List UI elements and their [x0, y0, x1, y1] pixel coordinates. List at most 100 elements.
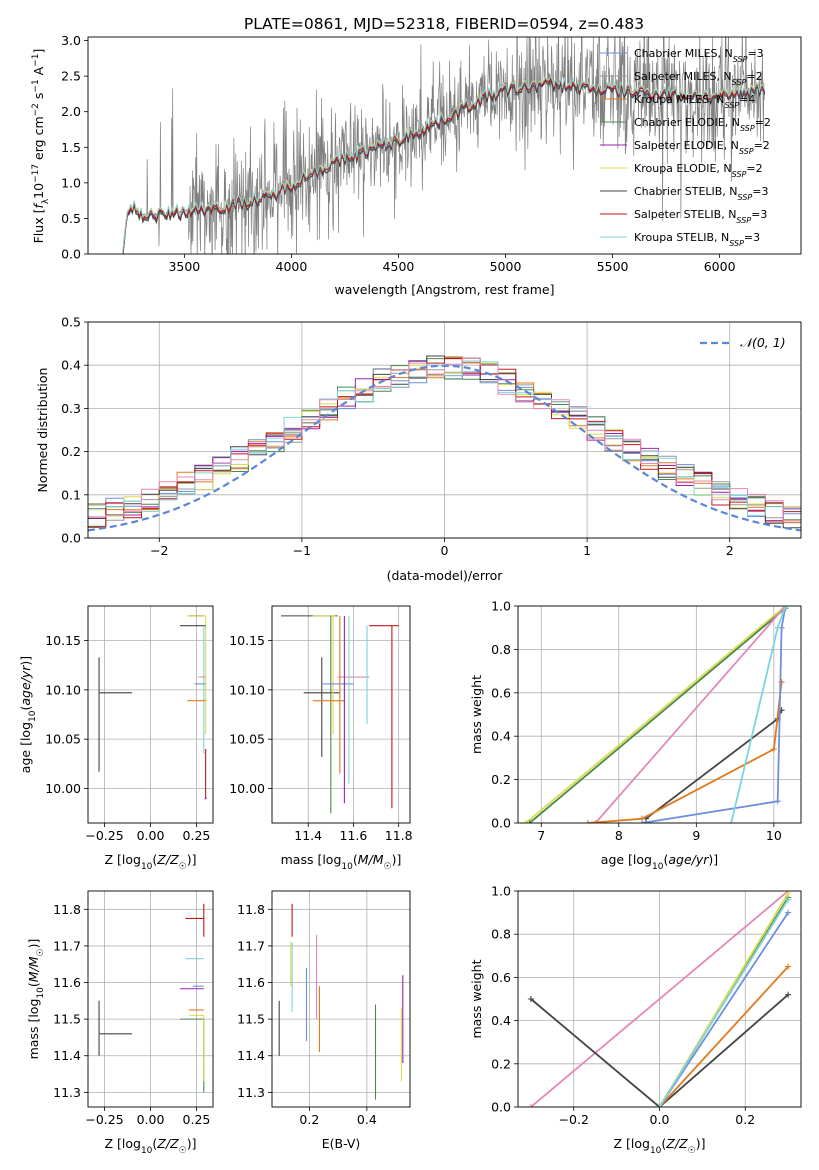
- mw_Z-marker-0-0: [527, 1104, 534, 1107]
- mw_Z-ytick-label-0: 0.0: [491, 1100, 511, 1115]
- mass_ebv-axes: 0.2 0.4 11.3 11.4 11.5 11.6 11.7 11.8: [237, 891, 410, 1127]
- mw_Z-xtick-label-0: −0.2: [559, 1112, 589, 1127]
- mw_age-series-5: [641, 606, 787, 823]
- gaussian-legend-label: 𝒩(0, 1): [740, 335, 786, 350]
- mw_age-marker-6-2: [782, 606, 789, 609]
- mw_age-marker-4-0: [584, 820, 591, 823]
- residuals-xtick-label-2: 0: [441, 543, 449, 558]
- spectrum-frame: [87, 36, 802, 255]
- residuals-ytick-label-4: 0.4: [61, 358, 81, 373]
- mw_age-ylabel: mass weight: [469, 675, 484, 754]
- residuals-xtick-label-4: 2: [726, 543, 734, 558]
- legend-label-3: Chabrier ELODIE, NSSP=2: [634, 116, 771, 133]
- mw_Z-ytick-label-4: 0.8: [491, 927, 511, 942]
- mw_Z-marker-1-2: [785, 991, 792, 998]
- mass_Z-xlabel: Z [log10(Z/Z☉)]: [104, 1136, 196, 1156]
- age_mass-point-4: [369, 625, 399, 809]
- mass_Z-ytick-label-0: 11.3: [53, 1085, 81, 1100]
- legend-label-8: Kroupa STELIB, NSSP=3: [634, 231, 760, 248]
- mass_Z-xtick-label-2: 0.25: [183, 1112, 211, 1127]
- mass_Z-xtick-label-1: 0.00: [137, 1112, 165, 1127]
- mw_age-xtick-label-1: 8: [615, 828, 623, 843]
- spectrum-ytick-label-4: 2.0: [61, 104, 81, 119]
- histogram-9: [88, 357, 801, 521]
- residuals-xtick-label-0: −2: [150, 543, 168, 558]
- mass_Z-plot: [98, 903, 205, 1093]
- residuals-plot: [88, 355, 801, 532]
- age_Z-ytick-label-2: 10.10: [45, 682, 81, 697]
- legend-label-1: Salpeter MILES, NSSP=2: [634, 70, 763, 87]
- spectrum-ytick-label-3: 1.5: [61, 140, 81, 155]
- spectrum-xtick-label-4: 5500: [597, 259, 629, 274]
- mw_age-ytick-label-1: 0.2: [491, 772, 511, 787]
- spectrum-legend: Chabrier MILES, NSSP=3 Salpeter MILES, NS…: [600, 47, 771, 248]
- age_Z-ylabel: age [log10(age/yr)]: [18, 656, 38, 773]
- mass_Z-ytick-label-4: 11.7: [53, 938, 81, 953]
- mass_Z-ytick-label-2: 11.5: [53, 1012, 81, 1027]
- age_mass-frame: [271, 605, 411, 824]
- mass_Z-ylabel: mass [log10(M/M☉)]: [26, 939, 46, 1060]
- mw_age-series-2: [594, 606, 787, 823]
- mass_ebv-frame: [271, 890, 411, 1108]
- mass_Z-point-7: [189, 1014, 205, 1082]
- mw_age-marker-5-1: [774, 798, 781, 805]
- mass_Z-point-0: [98, 1000, 133, 1056]
- spectrum-xtick-label-1: 4000: [276, 259, 308, 274]
- model-spectrum-8: [122, 75, 766, 254]
- mw_age-marker-1-0: [526, 820, 533, 823]
- legend-label-5: Kroupa ELODIE, NSSP=2: [634, 162, 763, 179]
- mw_Z-series-0: [530, 891, 789, 1107]
- residuals-ylabel: Normed distribution: [35, 368, 50, 493]
- mw_Z-plot: [527, 891, 792, 1107]
- mass_ebv-ytick-label-5: 11.8: [237, 902, 265, 917]
- mw_age-series-4: [587, 681, 783, 823]
- mw_Z-ylabel: mass weight: [469, 959, 484, 1038]
- mass_ebv-xtick-label-0: 0.2: [299, 1112, 319, 1127]
- mw_age-marker-5-0: [639, 820, 646, 823]
- mw_age-ytick-label-4: 0.8: [491, 642, 511, 657]
- mass_ebv-ytick-label-1: 11.4: [237, 1048, 265, 1063]
- gaussian-curve: [88, 364, 801, 532]
- spectrum-xtick-label-2: 4500: [383, 259, 415, 274]
- mw_age-marker-6-1: [774, 624, 781, 631]
- age_Z-ytick-label-0: 10.00: [45, 781, 81, 796]
- model-spectrum-6: [122, 79, 766, 254]
- mw_Z-series-6: [658, 899, 789, 1107]
- mw_Z-ytick-label-2: 0.4: [491, 1013, 511, 1028]
- age_mass-xtick-label-0: 11.4: [294, 828, 322, 843]
- mw_Z-series-2: [658, 965, 789, 1107]
- spectrum-xtick-label-5: 6000: [704, 259, 736, 274]
- spectrum-ytick-label-1: 0.5: [61, 211, 81, 226]
- mw_Z-xtick-label-1: 0.0: [650, 1112, 670, 1127]
- mw_Z-ytick-label-5: 1.0: [491, 884, 511, 899]
- spectrum-ytick-label-0: 0.0: [61, 247, 81, 262]
- residuals-xlabel: (data-model)/error: [387, 568, 504, 583]
- mw_age-frame: [517, 605, 802, 824]
- mw_Z-marker-1-0: [527, 996, 534, 1002]
- spectrum-ytick-label-6: 3.0: [61, 33, 81, 48]
- figure-title: PLATE=0861, MJD=52318, FIBERID=0594, z=0…: [244, 15, 644, 33]
- mass_Z-axes: −0.25 0.00 0.25 11.3 11.4 11.5 11.6 11.7 11.8: [53, 891, 213, 1127]
- age_mass-ytick-label-2: 10.10: [229, 682, 265, 697]
- mw_age-xlabel: age [log10(age/yr)]: [601, 852, 718, 872]
- age_mass-plot: [281, 615, 399, 814]
- residuals-ytick-label-2: 0.2: [61, 444, 81, 459]
- mw_Z-marker-3-1: [785, 909, 792, 916]
- legend-label-4: Salpeter ELODIE, NSSP=2: [634, 139, 770, 156]
- age_Z-xtick-label-1: 0.00: [137, 828, 165, 843]
- mw_age-series-1: [529, 607, 787, 823]
- spectrum-axes: 3500 4000 4500 5000 5500 6000 0.0 0.5 1.0 1.5 2.0 2…: [61, 33, 735, 274]
- age_Z-ytick-label-3: 10.15: [45, 633, 81, 648]
- mass_ebv-xlabel: E(B-V): [322, 1136, 361, 1151]
- residuals-ytick-label-1: 0.1: [61, 487, 81, 502]
- mw_age-series-3: [645, 709, 783, 820]
- mass_ebv-ytick-label-2: 11.5: [237, 1012, 265, 1027]
- mw_age-ytick-label-3: 0.6: [491, 685, 511, 700]
- spectrum-ytick-label-2: 1.0: [61, 175, 81, 190]
- residuals-ytick-label-0: 0.0: [61, 531, 81, 546]
- spectrum-plot: [122, 37, 766, 254]
- mw_age-xtick-label-3: 10: [766, 828, 782, 843]
- age_Z-xtick-label-2: 0.25: [183, 828, 211, 843]
- residuals-xtick-label-3: 1: [583, 543, 591, 558]
- mw_age-xtick-label-0: 7: [537, 828, 545, 843]
